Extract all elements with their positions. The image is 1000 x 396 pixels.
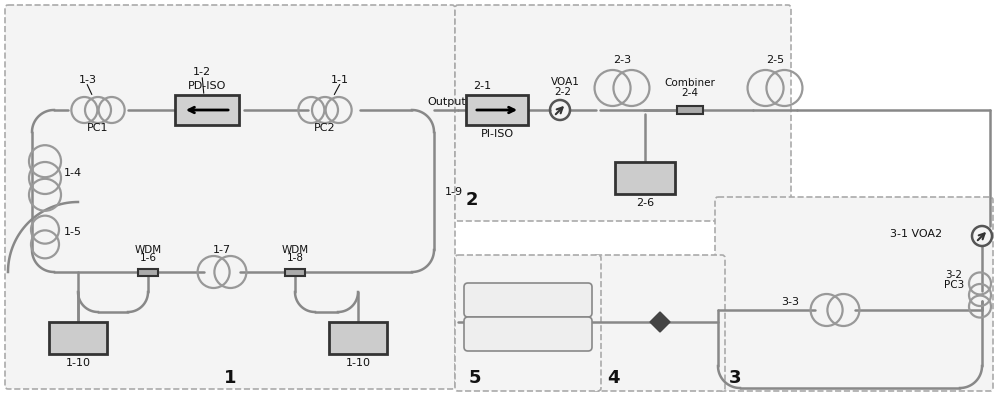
Text: WDM: WDM — [134, 245, 162, 255]
Text: 1-10: 1-10 — [346, 358, 371, 368]
Text: Output: Output — [428, 97, 466, 107]
Bar — [138, 268, 158, 276]
Text: PC3: PC3 — [944, 280, 964, 290]
Text: 2-3: 2-3 — [613, 55, 631, 65]
Text: WDM: WDM — [281, 245, 309, 255]
Bar — [677, 106, 703, 114]
Text: 4: 4 — [607, 369, 619, 387]
Text: 1-7: 1-7 — [213, 245, 231, 255]
Text: 1-5: 1-5 — [64, 227, 82, 237]
Text: PD-ISO: PD-ISO — [188, 81, 226, 91]
FancyBboxPatch shape — [464, 283, 592, 317]
FancyBboxPatch shape — [455, 255, 601, 391]
Text: Pump: Pump — [58, 331, 98, 345]
Text: PC2: PC2 — [314, 123, 336, 133]
FancyBboxPatch shape — [329, 322, 387, 354]
Polygon shape — [650, 312, 670, 332]
Text: 1-6: 1-6 — [140, 253, 157, 263]
Text: 红外光谱仪: 红外光谱仪 — [509, 327, 547, 341]
Text: 1: 1 — [224, 369, 236, 387]
Text: PC1: PC1 — [87, 123, 109, 133]
Text: 5: 5 — [469, 369, 481, 387]
FancyBboxPatch shape — [5, 5, 455, 389]
Text: 1-3: 1-3 — [79, 75, 97, 85]
Text: Pump: Pump — [625, 171, 665, 185]
Text: 2-1: 2-1 — [473, 81, 491, 91]
Bar — [285, 268, 305, 276]
Text: 1-9: 1-9 — [445, 187, 463, 197]
Text: PI-ISO: PI-ISO — [480, 129, 514, 139]
FancyBboxPatch shape — [49, 322, 107, 354]
FancyBboxPatch shape — [175, 95, 239, 125]
Text: 3-3: 3-3 — [781, 297, 799, 307]
Text: 3-1 VOA2: 3-1 VOA2 — [890, 229, 942, 239]
Text: 1-8: 1-8 — [287, 253, 304, 263]
Text: VOA1: VOA1 — [551, 77, 579, 87]
Text: 2-2: 2-2 — [554, 87, 572, 97]
Text: 2-5: 2-5 — [766, 55, 784, 65]
Text: Pump: Pump — [338, 331, 378, 345]
FancyBboxPatch shape — [593, 255, 725, 391]
FancyBboxPatch shape — [464, 317, 592, 351]
Text: 3-2: 3-2 — [946, 270, 962, 280]
Text: 1-4: 1-4 — [64, 168, 82, 178]
Text: 1-10: 1-10 — [66, 358, 91, 368]
FancyBboxPatch shape — [455, 5, 791, 221]
FancyBboxPatch shape — [615, 162, 675, 194]
Text: 红外功率计: 红外功率计 — [509, 293, 547, 307]
FancyBboxPatch shape — [466, 95, 528, 125]
Text: 2: 2 — [466, 191, 478, 209]
Text: 1-1: 1-1 — [331, 75, 349, 85]
Text: 3: 3 — [729, 369, 741, 387]
Text: 2-4: 2-4 — [682, 88, 698, 98]
Text: Combiner: Combiner — [665, 78, 715, 88]
Text: 1-2: 1-2 — [193, 67, 211, 77]
Text: 2-6: 2-6 — [636, 198, 654, 208]
FancyBboxPatch shape — [715, 197, 993, 391]
